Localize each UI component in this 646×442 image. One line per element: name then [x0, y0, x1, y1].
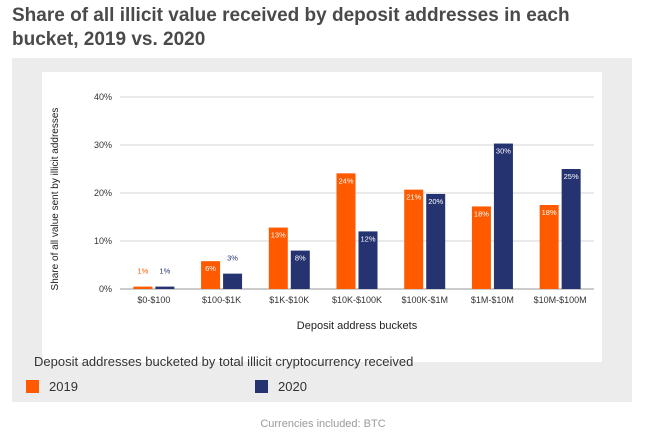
bar-2020: [561, 169, 581, 289]
chart-title: Share of all illicit value received by d…: [12, 5, 570, 50]
footnote: Currencies included: BTC: [260, 418, 386, 430]
legend-swatch-2020: [255, 380, 268, 393]
legend-title: Deposit addresses bucketed by total illi…: [34, 354, 414, 369]
y-tick-label: 40%: [94, 92, 112, 102]
bar-2019: [133, 286, 153, 289]
bar-2020: [493, 143, 513, 289]
data-label-2019: 21%: [406, 193, 421, 202]
legend-item-2019: 2019: [26, 379, 78, 394]
x-tick-label: $0-$100: [137, 295, 170, 305]
bar-2019: [336, 173, 356, 289]
bar-2020: [358, 231, 378, 289]
y-axis-label: Share of all value sent by illicit addre…: [50, 108, 61, 291]
legend-label-2020: 2020: [278, 379, 307, 394]
data-label-2020: 8%: [295, 254, 306, 263]
x-tick-label: $100K-$1M: [401, 295, 448, 305]
bar-2019: [201, 261, 221, 289]
x-tick-label: $1K-$10K: [269, 295, 309, 305]
x-tick-label: $10K-$100K: [332, 295, 382, 305]
y-tick-label: 30%: [94, 140, 112, 150]
legend-swatch-2019: [26, 380, 39, 393]
y-tick-label: 20%: [94, 188, 112, 198]
bar-2020: [155, 286, 175, 289]
bar-2020: [290, 250, 310, 289]
bar-2020: [426, 193, 446, 289]
data-label-2020: 3%: [227, 254, 238, 263]
bar-2020: [223, 273, 243, 289]
legend-label-2019: 2019: [49, 379, 78, 394]
bar-2019: [539, 205, 559, 289]
data-label-2019: 18%: [474, 209, 489, 218]
legend-item-2020: 2020: [255, 379, 307, 394]
bar-2019: [471, 206, 491, 289]
y-tick-label: 10%: [94, 236, 112, 246]
data-label-2020: 12%: [360, 234, 375, 243]
data-label-2019: 18%: [542, 208, 557, 217]
chart-panel: 0% 10% 20% 30% 40% 1% 1% $0-$100 6% 3% $100-$1K 13%…: [12, 58, 632, 402]
x-tick-label: $10M-$100M: [534, 295, 587, 305]
bar-2019: [404, 189, 424, 289]
x-axis-label: Deposit address buckets: [297, 320, 418, 332]
bar-chart: 0% 10% 20% 30% 40% 1% 1% $0-$100 6% 3% $100-$1K 13%…: [50, 92, 594, 332]
x-tick-label: $1M-$10M: [471, 295, 514, 305]
data-label-2020: 30%: [496, 147, 511, 156]
data-label-2019: 24%: [338, 176, 353, 185]
data-label-2019: 6%: [205, 264, 216, 273]
data-label-2020: 20%: [428, 197, 443, 206]
bar-2019: [268, 227, 288, 289]
x-tick-label: $100-$1K: [202, 295, 241, 305]
data-label-2019: 13%: [271, 231, 286, 240]
data-label-2019: 1%: [137, 267, 148, 276]
y-tick-label: 0%: [99, 284, 112, 294]
data-label-2020: 1%: [159, 267, 170, 276]
data-label-2020: 25%: [564, 172, 579, 181]
